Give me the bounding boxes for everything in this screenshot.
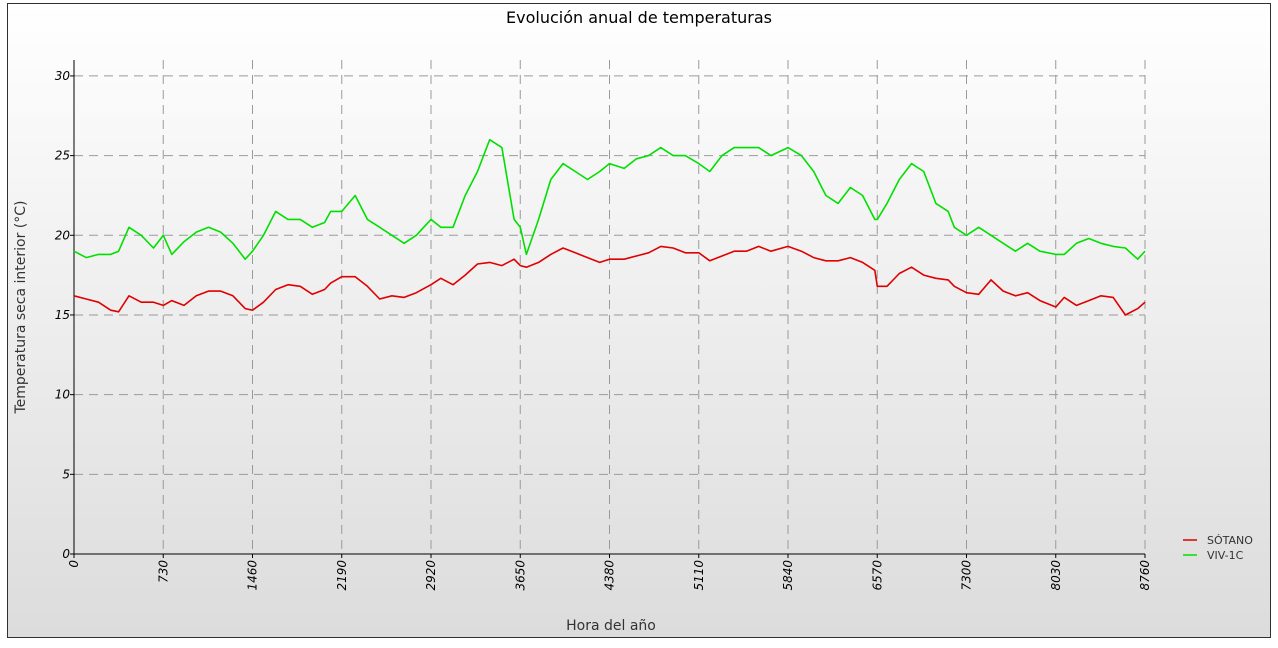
- y-tick-label: 10: [55, 388, 71, 402]
- y-tick-label: 15: [55, 308, 70, 322]
- x-tick-label: 8030: [1049, 560, 1063, 591]
- x-tick-label: 2190: [335, 560, 349, 591]
- y-tick-labels: 0 5 10 15 20 25 30: [55, 69, 71, 561]
- chart-title: Evolución anual de temperaturas: [506, 8, 772, 27]
- x-tick-label: 4380: [603, 560, 617, 591]
- x-tick-label: 2920: [424, 560, 438, 591]
- y-axis-label: Temperatura seca interior (°C): [13, 200, 29, 414]
- y-tick-label: 5: [62, 467, 70, 481]
- x-tick-label: 5840: [781, 560, 795, 591]
- x-tick-label: 5110: [692, 560, 706, 591]
- x-tick-label: 730: [156, 560, 170, 583]
- x-tick-label: 3650: [513, 560, 527, 591]
- y-tick-label: 30: [55, 69, 71, 83]
- y-tick-label: 0: [62, 547, 70, 561]
- legend-label: SÓTANO: [1207, 534, 1253, 547]
- y-tick-label: 20: [55, 228, 71, 242]
- x-axis-label: Hora del año: [566, 618, 656, 634]
- x-tick-label: 1460: [246, 560, 260, 591]
- series-layer: [73, 138, 1146, 316]
- y-tick-label: 25: [55, 149, 70, 163]
- axes: [70, 60, 1146, 558]
- legend-label: VIV-1C: [1207, 549, 1244, 562]
- x-tick-label: 7300: [960, 560, 974, 591]
- series-line-1: [73, 138, 1146, 261]
- x-tick-label: 0: [67, 560, 81, 568]
- legend: SÓTANO VIV-1C: [1183, 534, 1253, 562]
- chart-background: [7, 3, 1271, 638]
- x-tick-labels: 0 730 1460 2190 2920 3650 4380 5110 5840 6570 7300…: [67, 560, 1152, 591]
- x-tick-label: 8760: [1138, 560, 1152, 591]
- series-line-0: [73, 245, 1146, 316]
- x-tick-label: 6570: [870, 560, 884, 591]
